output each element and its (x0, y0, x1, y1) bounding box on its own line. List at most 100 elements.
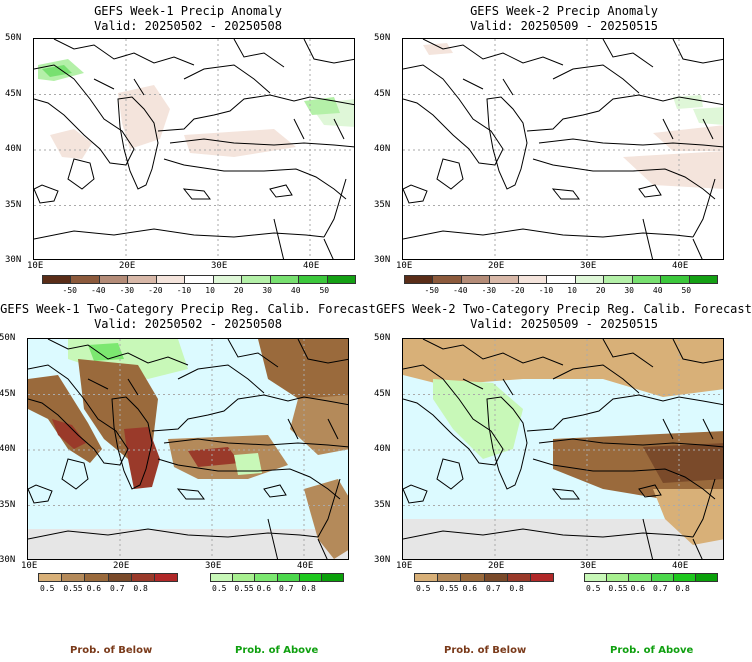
lon-label: 10E (396, 261, 413, 271)
colorbar-tick-label: 0.55 (63, 584, 83, 593)
lon-label: 30E (211, 261, 228, 271)
lat-label: 35N (374, 499, 391, 510)
map-panel-week2-twocat (402, 338, 724, 560)
coastline (34, 39, 354, 259)
panel2-title: GEFS Week-2 Precip Anomaly (470, 4, 658, 18)
colorbar-tick-label: 0.6 (630, 584, 646, 593)
colorbar-swatch (530, 574, 554, 581)
coastline (403, 39, 723, 259)
lon-label: 20E (113, 561, 130, 571)
lat-label: 35N (5, 199, 22, 210)
colorbar-swatch (490, 276, 519, 283)
colorbar-swatch (629, 574, 652, 581)
colorbar-tick-label: 0.8 (301, 584, 316, 593)
prob-above-caption-week1: Prob. of Above (235, 645, 319, 656)
colorbar-tick-label: 0.55 (234, 584, 254, 593)
colorbar-tick-label: -40 (453, 286, 468, 295)
gray-fill-south (28, 529, 348, 559)
lon-label: 40E (672, 561, 689, 571)
panel3-valid: Valid: 20250502 - 20250508 (94, 317, 282, 331)
colorbar-tick-label: 40 (652, 286, 663, 295)
panel4-valid: Valid: 20250509 - 20250515 (470, 317, 658, 331)
colorbar-tick-label: 20 (595, 286, 606, 295)
prob-below-caption-week1: Prob. of Below (70, 645, 153, 656)
map-panel-week2-anomaly (402, 38, 724, 260)
panel4-title: GEFS Week-2 Two-Category Precip Reg. Cal… (376, 302, 752, 316)
gridlines (403, 339, 723, 559)
anomaly-shade-italy (50, 129, 92, 159)
lon-label: 40E (303, 261, 320, 271)
lon-label: 10E (21, 561, 38, 571)
colorbar-swatch (575, 276, 605, 283)
map-svg (28, 339, 348, 559)
colorbar-tick-label: 30 (624, 286, 634, 295)
lat-label: 35N (374, 199, 391, 210)
colorbar-tick-label: 0.55 (608, 584, 628, 593)
colorbar-swatch (695, 574, 718, 581)
lon-label: 40E (297, 561, 314, 571)
colorbar-swatch (131, 574, 155, 581)
lat-label: 40N (374, 144, 391, 154)
anomaly-green-sea (673, 95, 703, 109)
colorbar-swatch (433, 276, 462, 283)
anomaly-shade-caucasus (653, 125, 723, 151)
colorbar-tick-label: 0.7 (279, 584, 294, 593)
lon-label: 20E (119, 261, 136, 271)
map-panel-week1-twocat (27, 338, 349, 560)
anomaly-shade-east (623, 151, 723, 189)
colorbar-swatch (461, 574, 485, 581)
prob-above-colorbar-week2 (584, 573, 718, 582)
lat-label: 50N (374, 333, 391, 343)
colorbar-swatch (213, 276, 243, 283)
lat-label: 45N (5, 88, 22, 99)
colorbar-swatch (43, 276, 72, 283)
colorbar-tick-label: -50 (424, 286, 439, 295)
lat-label: 50N (374, 33, 391, 43)
lat-label: 40N (0, 444, 16, 454)
colorbar-tick-label: 0.8 (133, 584, 148, 593)
prob-below-east-strong (643, 443, 723, 483)
colorbar-swatch (233, 574, 256, 581)
colorbar-tick-label: -30 (481, 286, 497, 295)
gridlines (403, 39, 723, 259)
map-svg (34, 39, 354, 259)
colorbar-tick-label: 0.6 (256, 584, 272, 593)
lat-label: 35N (0, 499, 16, 510)
colorbar-swatch (270, 276, 300, 283)
colorbar-swatch (156, 276, 186, 283)
anomaly-green-north-dark (42, 65, 72, 77)
panel2-valid: Valid: 20250509 - 20250515 (470, 19, 658, 33)
colorbar-tick-label: -10 (538, 286, 554, 295)
prob-above-anatolia (234, 453, 262, 475)
colorbar-swatch (604, 276, 633, 283)
colorbar-swatch (185, 276, 214, 283)
lon-label: 20E (488, 261, 505, 271)
lat-label: 40N (374, 444, 391, 454)
prob-below-north (403, 339, 723, 397)
colorbar-tick-label: -20 (148, 286, 163, 295)
colorbar-tick-label: 0.5 (40, 584, 55, 593)
lat-label: 30N (0, 555, 16, 565)
colorbar-tick-label: 0.6 (462, 584, 478, 593)
colorbar-tick-label: 0.7 (653, 584, 668, 593)
colorbar-swatch (211, 574, 234, 581)
colorbar-tick-label: 0.7 (486, 584, 501, 593)
prob-above-balkans (433, 379, 523, 459)
prob-below-colorbar-week1 (38, 573, 178, 582)
colorbar-swatch (321, 574, 344, 581)
colorbar-tick-label: 0.8 (675, 584, 690, 593)
lon-label: 10E (27, 261, 44, 271)
gridlines (28, 339, 348, 559)
colorbar-swatch (438, 574, 462, 581)
map-svg (403, 339, 723, 559)
prob-above-colorbar-week1 (210, 573, 344, 582)
colorbar-swatch (632, 276, 662, 283)
colorbar-swatch (547, 276, 576, 283)
colorbar-tick-label: 10 (205, 286, 215, 295)
lon-label: 30E (205, 561, 222, 571)
colorbar-swatch (518, 276, 548, 283)
anomaly-colorbar-week1 (42, 275, 356, 284)
prob-below-italy-strong (52, 419, 86, 449)
anomaly-colorbar-week2 (404, 275, 718, 284)
colorbar-swatch (507, 574, 531, 581)
